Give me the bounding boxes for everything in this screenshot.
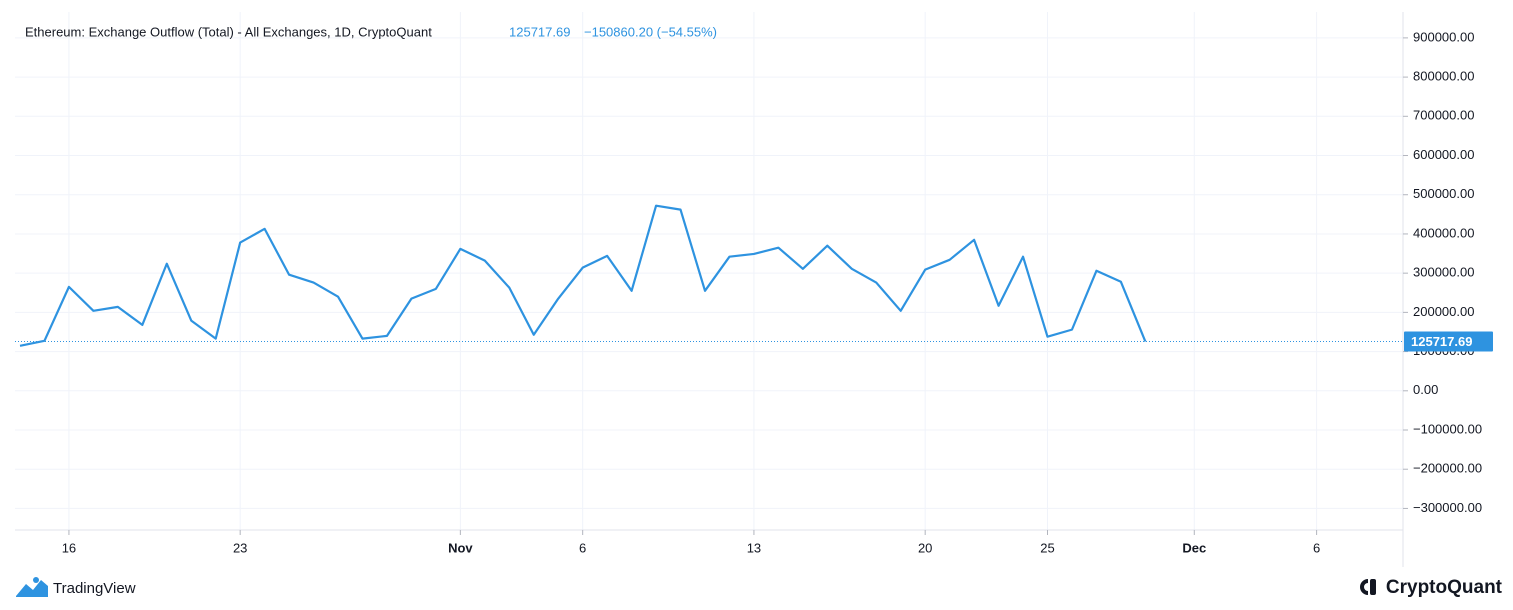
x-tick-label: 20: [918, 540, 932, 555]
x-tick-label: 6: [1313, 540, 1320, 555]
x-tick-label: 16: [62, 540, 76, 555]
y-tick-label: 500000.00: [1413, 186, 1474, 201]
header-change: −150860.20 (−54.55%): [584, 24, 717, 39]
y-tick-label: 800000.00: [1413, 69, 1474, 84]
plot: [15, 204, 1403, 347]
y-tick-label: 200000.00: [1413, 304, 1474, 319]
y-tick-label: 300000.00: [1413, 265, 1474, 280]
grid: [15, 12, 1403, 530]
x-tick-label: 25: [1040, 540, 1054, 555]
y-tick-label: −300000.00: [1413, 500, 1482, 515]
x-tick-label: Nov: [448, 540, 473, 555]
y-tick-label: −200000.00: [1413, 461, 1482, 476]
y-tick-label: 700000.00: [1413, 108, 1474, 123]
y-tick-label: 900000.00: [1413, 29, 1474, 44]
chart-title: Ethereum: Exchange Outflow (Total) - All…: [25, 24, 432, 39]
header-value: 125717.69: [509, 24, 570, 39]
x-tick-label: 23: [233, 540, 247, 555]
last-value-label: 125717.69: [1411, 334, 1472, 349]
x-tick-label: 6: [579, 540, 586, 555]
x-tick-label: 13: [747, 540, 761, 555]
last-value-box: [1404, 331, 1493, 352]
x-tick-label: Dec: [1182, 540, 1206, 555]
data-line: [19, 204, 1147, 347]
tradingview-logo: [16, 577, 48, 597]
cryptoquant-logo: [1360, 579, 1376, 595]
y-tick-label: 600000.00: [1413, 147, 1474, 162]
tradingview-brand: TradingView: [53, 580, 136, 597]
cryptoquant-brand: CryptoQuant: [1386, 577, 1503, 598]
y-tick-label: −100000.00: [1413, 421, 1482, 436]
y-tick-label: 400000.00: [1413, 225, 1474, 240]
y-tick-label: 0.00: [1413, 382, 1438, 397]
